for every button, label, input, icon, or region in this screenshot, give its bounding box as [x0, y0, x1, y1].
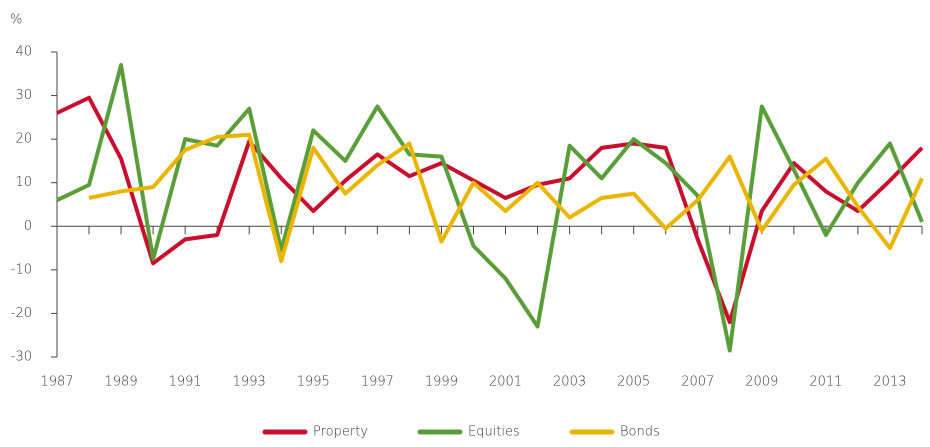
legend-label: Equities	[468, 425, 520, 440]
x-tick-label: 2009	[745, 375, 778, 390]
y-tick-label: -10	[11, 262, 32, 277]
y-axis-label: %	[10, 13, 22, 28]
x-tick-label: 1989	[105, 375, 138, 390]
y-tick-label: -30	[11, 350, 32, 365]
x-tick-label: 1991	[169, 375, 202, 390]
y-tick-label: 30	[15, 88, 32, 103]
x-tick-label: 1997	[361, 375, 394, 390]
y-tick-label: 0	[24, 219, 32, 234]
x-tick-label: 1987	[40, 375, 73, 390]
y-tick-label: -20	[11, 306, 32, 321]
line-series	[88, 132, 924, 264]
legend-label: Bonds	[620, 425, 660, 440]
x-tick-label: 2005	[617, 375, 650, 390]
y-tick-label: 20	[15, 132, 32, 147]
x-tick-label: 2003	[553, 375, 586, 390]
x-tick-label: 2013	[873, 375, 906, 390]
legend-label: Property	[313, 425, 368, 440]
x-tick-label: 1995	[297, 375, 330, 390]
y-tick-label: 10	[15, 175, 32, 190]
line-series	[56, 63, 924, 353]
x-tick-label: 2011	[809, 375, 842, 390]
x-tick-label: 2007	[681, 375, 714, 390]
line-series	[56, 95, 924, 325]
x-tick-label: 1993	[233, 375, 266, 390]
x-tick-label: 2001	[489, 375, 522, 390]
x-tick-label: 1999	[425, 375, 458, 390]
y-tick-label: 40	[15, 45, 32, 60]
